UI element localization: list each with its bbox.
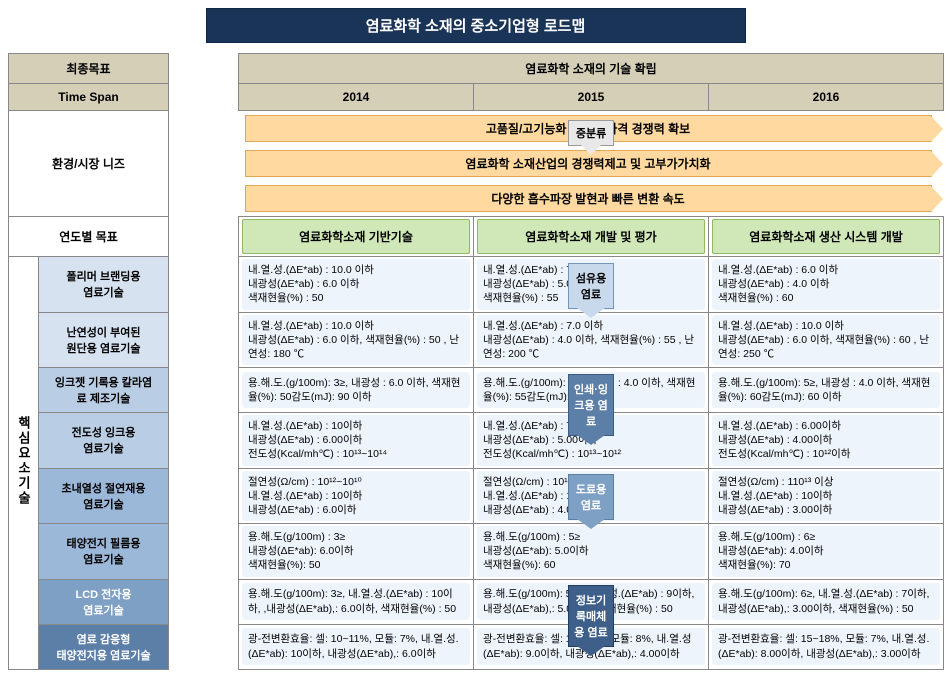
tech-4: 초내열성 절연재용염료기술 [39, 468, 169, 524]
cell-0-0: 내.열.성.(ΔE*ab) : 10.0 이하내광성(ΔE*ab) : 6.0 … [242, 259, 470, 310]
row-yearly-goal: 연도별 목표 [9, 217, 169, 257]
cell-7-1: 광-전변환효율: 셀: 12~15%, 모듈: 8%, 내.열.성 (ΔE*ab… [477, 628, 705, 664]
hdr-tech-establish: 염료화학 소재의 기술 확립 [239, 54, 944, 84]
hdr-year-2014: 2014 [239, 84, 474, 111]
roadmap-table: 최종목표 염료화학 소재의 기술 확립 Time Span 2014 2015 … [8, 53, 944, 670]
cell-3-0: 내.열.성.(ΔE*ab) : 10이하내광성(ΔE*ab) : 6.00이하전… [242, 415, 470, 466]
hdr-year-2016: 2016 [709, 84, 944, 111]
row-needs: 환경/시장 니즈 [9, 111, 169, 217]
hdr-year-2015: 2015 [474, 84, 709, 111]
tech-5: 태양전지 필름용염료기술 [39, 524, 169, 580]
hdr-final-goal: 최종목표 [9, 54, 169, 84]
tech-6: LCD 전자용염료기술 [39, 579, 169, 624]
cell-0-1: 내.열.성.(ΔE*ab) : 7.0 이하내광성(ΔE*ab) : 5.0 이… [477, 259, 705, 310]
cell-4-2: 절연성(Ω/cm) : 110¹³ 이상내.열.성.(ΔE*ab) : 10이하… [712, 471, 940, 522]
goal-2015: 염료화학소재 개발 및 평가 [477, 219, 705, 254]
cell-6-2: 용.해.도(g/100m): 6≥, 내.열.성.(ΔE*ab) : 7이하, … [712, 583, 940, 619]
cell-1-1: 내.열.성.(ΔE*ab) : 7.0 이하내광성(ΔE*ab) : 4.0 이… [477, 315, 705, 366]
cell-2-1: 용.해.도.(g/100m): 4≥, 내광성 : 4.0 이하, 색재현율(%… [477, 372, 705, 408]
banner-2: 염료화학 소재산업의 경쟁력제고 및 고부가가치화 [245, 150, 932, 177]
cell-1-2: 내.열.성.(ΔE*ab) : 10.0 이하내광성(ΔE*ab) : 6.0 … [712, 315, 940, 366]
cell-5-0: 용.해.도(g/100m) : 3≥내광성(ΔE*ab): 6.0이하색재현율(… [242, 526, 470, 577]
cell-1-0: 내.열.성.(ΔE*ab) : 10.0 이하내광성(ΔE*ab) : 6.0 … [242, 315, 470, 366]
tech-2: 잉크젯 기록용 칼라염료 제조기술 [39, 368, 169, 413]
banner-1: 고품질/고기능화 제품의 가격 경쟁력 확보 [245, 115, 932, 142]
goal-2016: 염료화학소재 생산 시스템 개발 [712, 219, 940, 254]
hdr-timespan: Time Span [9, 84, 169, 111]
cell-3-2: 내.열.성.(ΔE*ab) : 6.00이하내광성(ΔE*ab) : 4.00이… [712, 415, 940, 466]
goal-2014: 염료화학소재 기반기술 [242, 219, 470, 254]
tech-0: 폴리머 브랜딩용염료기술 [39, 257, 169, 313]
cell-5-2: 용.해.도(g/100m) : 6≥내광성(ΔE*ab): 4.0이하색재현율(… [712, 526, 940, 577]
cell-4-0: 절연성(Ω/cm) : 10¹²~10¹⁰내.열.성.(ΔE*ab) : 10이… [242, 471, 470, 522]
cell-4-1: 절연성(Ω/cm) : 10¹³~10¹²내.열.성.(ΔE*ab) : 10이… [477, 471, 705, 522]
cell-7-0: 광-전변환효율: 셀: 10~11%, 모듈: 7%, 내.열.성.(ΔE*ab… [242, 628, 470, 664]
tech-1: 난연성이 부여된원단용 염료기술 [39, 312, 169, 368]
tech-3: 전도성 잉크용염료기술 [39, 413, 169, 469]
cell-6-0: 용.해.도(g/100m): 3≥, 내.열.성.(ΔE*ab) : 10이하,… [242, 583, 470, 619]
tech-7: 염료 감응형태양전지용 염료기술 [39, 624, 169, 669]
cell-2-0: 용.해.도.(g/100m): 3≥, 내광성 : 6.0 이하, 색재현율(%… [242, 372, 470, 408]
cell-7-2: 광-전변환효율: 셀: 15~18%, 모듈: 7%, 내.열.성.(ΔE*ab… [712, 628, 940, 664]
cell-0-2: 내.열.성.(ΔE*ab) : 6.0 이하내광성(ΔE*ab) : 4.0 이… [712, 259, 940, 310]
core-tech-label: 핵심요소기술 [14, 416, 33, 506]
cell-2-2: 용.해.도.(g/100m): 5≥, 내광성 : 4.0 이하, 색재현율(%… [712, 372, 940, 408]
cell-5-1: 용.해.도(g/100m) : 5≥내광성(ΔE*ab): 5.0이하색재현율(… [477, 526, 705, 577]
page-title: 염료화학 소재의 중소기업형 로드맵 [206, 8, 746, 43]
cell-6-1: 용.해.도(g/100m): 5≥, 내.열.성.(ΔE*ab) : 9이하, … [477, 583, 705, 619]
banner-3: 다양한 흡수파장 발현과 빠른 변환 속도 [245, 185, 932, 212]
cell-3-1: 내.열.성.(ΔE*ab) : 7.00이하내광성(ΔE*ab) : 5.00이… [477, 415, 705, 466]
